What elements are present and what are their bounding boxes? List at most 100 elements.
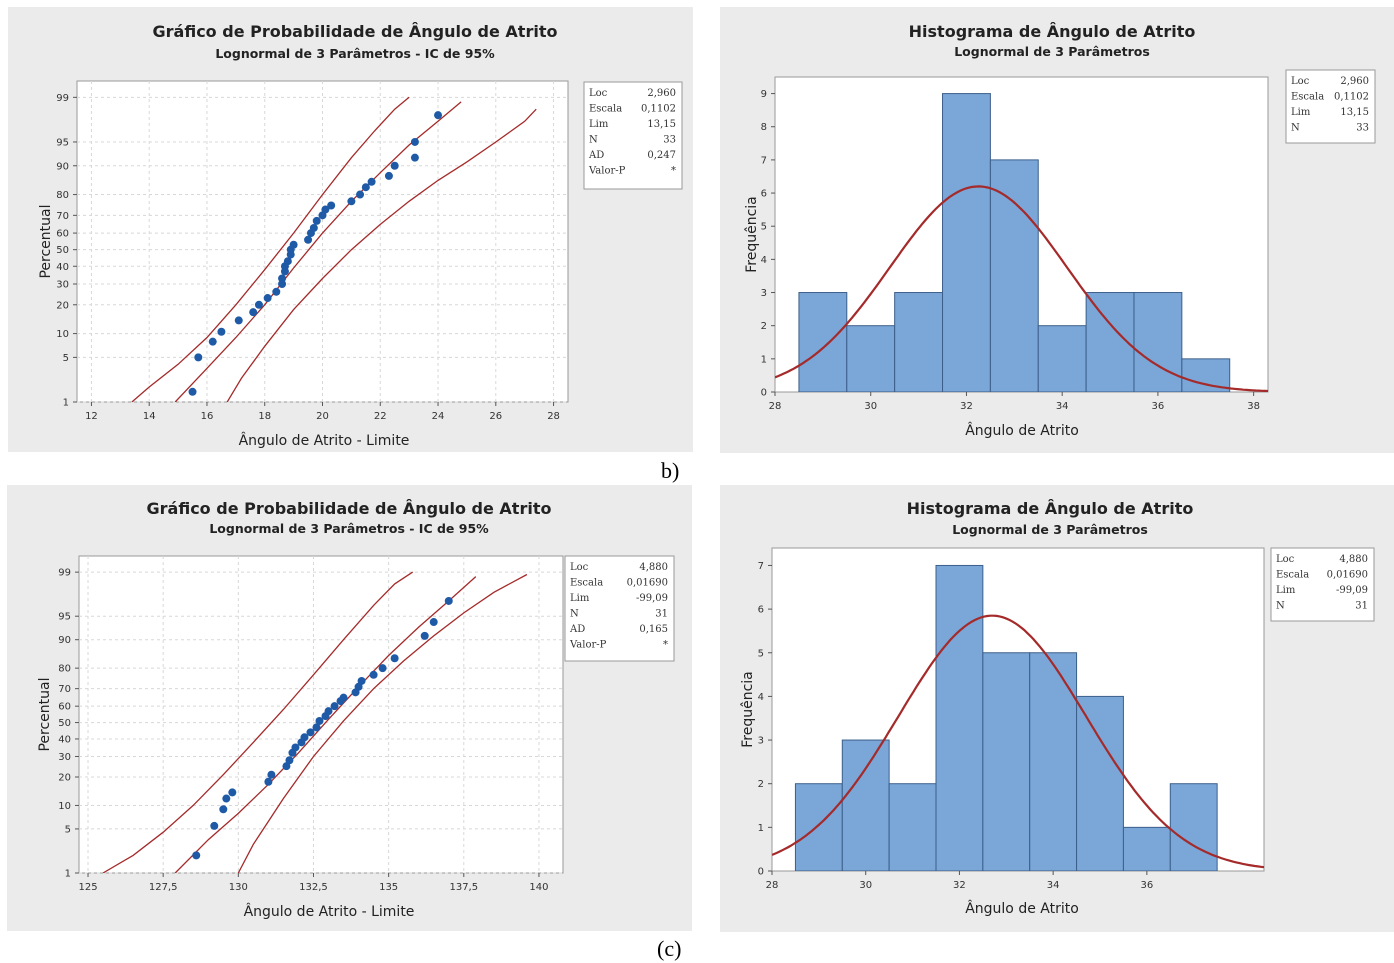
chart-c-prob: Gráfico de Probabilidade de Ângulo de At… — [37, 499, 675, 920]
x-tick-label: 12 — [85, 411, 98, 422]
y-tick-label: 5 — [63, 353, 69, 364]
data-point — [324, 707, 333, 716]
data-point — [390, 654, 399, 663]
y-axis-label: Percentual — [38, 204, 54, 278]
legend-value: 0,01690 — [1327, 570, 1368, 581]
y-tick-label: 2 — [761, 321, 767, 332]
x-tick-label: 137,5 — [449, 882, 478, 893]
chart-b-hist: Histograma de Ângulo de Atrito Lognormal … — [744, 22, 1376, 439]
chart-subtitle: Lognormal de 3 Parâmetros — [952, 522, 1148, 537]
x-tick-label: 132,5 — [299, 882, 328, 893]
fit-line — [174, 576, 477, 873]
histogram-bar — [846, 325, 896, 392]
histogram-bar — [888, 783, 937, 871]
x-axis-label: Ângulo de Atrito — [965, 421, 1079, 439]
data-point — [217, 327, 226, 336]
y-tick-label: 6 — [758, 605, 764, 616]
y-tick-label: 90 — [56, 161, 69, 172]
data-point — [278, 280, 287, 289]
histogram-bar — [935, 564, 984, 871]
y-tick-label: 10 — [58, 801, 71, 812]
fit-line — [174, 101, 462, 402]
legend-label: Lim — [570, 593, 590, 604]
ci-upper-line — [102, 571, 414, 873]
chart-title: Gráfico de Probabilidade de Ângulo de At… — [153, 22, 558, 41]
x-axis-label: Ângulo de Atrito — [965, 899, 1079, 917]
y-tick-label: 10 — [56, 329, 69, 340]
chart-b-prob: Gráfico de Probabilidade de Ângulo de At… — [38, 22, 683, 449]
data-point — [282, 762, 291, 771]
plot-area — [76, 80, 569, 403]
y-tick-label: 99 — [58, 568, 71, 579]
plot-area — [78, 555, 564, 874]
x-tick-label: 28 — [547, 411, 560, 422]
histogram-bar — [794, 783, 843, 871]
x-tick-label: 125 — [78, 882, 97, 893]
x-tick-label: 36 — [1140, 880, 1153, 891]
data-point — [434, 111, 443, 120]
chart-subtitle: Lognormal de 3 Parâmetros — [954, 44, 1150, 59]
y-tick-label: 99 — [56, 93, 69, 104]
y-tick-label: 5 — [65, 824, 71, 835]
data-point — [357, 676, 366, 685]
y-tick-label: 60 — [56, 229, 69, 240]
legend-label: AD — [588, 150, 604, 161]
legend-label: Escala — [570, 578, 603, 589]
data-point — [321, 205, 330, 214]
ci-upper-line — [131, 96, 410, 402]
data-point — [304, 235, 313, 244]
y-tick-label: 20 — [56, 300, 69, 311]
y-tick-label: 30 — [58, 752, 71, 763]
legend-box: Loc 2,960 Escala 0,1102 Lim 13,15 N 33 AD 0,247 Va… — [583, 81, 683, 190]
legend-value: * — [663, 640, 668, 651]
y-tick-label: 70 — [56, 211, 69, 222]
legend-label: Escala — [589, 104, 622, 115]
y-tick-label: 5 — [758, 648, 764, 659]
legend-value: 0,247 — [647, 150, 676, 161]
x-tick-label: 24 — [432, 411, 445, 422]
data-point — [194, 353, 203, 362]
data-point — [264, 777, 273, 786]
y-tick-label: 70 — [58, 684, 71, 695]
data-point — [312, 723, 321, 732]
x-tick-label: 38 — [1247, 401, 1260, 412]
y-tick-label: 5 — [761, 222, 767, 233]
legend-value: -99,09 — [636, 593, 668, 604]
legend-label: N — [589, 135, 598, 146]
legend-label: Escala — [1291, 92, 1324, 103]
x-tick-label: 18 — [258, 411, 271, 422]
histogram-bar — [982, 652, 1031, 871]
legend-frame — [583, 81, 683, 190]
legend-label: Loc — [1276, 554, 1295, 565]
legend-label: N — [1291, 123, 1300, 134]
x-tick-label: 16 — [201, 411, 214, 422]
data-point — [384, 171, 393, 180]
legend-label: Lim — [1291, 107, 1311, 118]
legend-label: Valor-P — [588, 166, 626, 177]
data-point — [278, 274, 287, 283]
data-point — [315, 716, 324, 725]
legend-label: N — [1276, 601, 1285, 612]
data-point — [192, 851, 201, 860]
x-tick-label: 127,5 — [149, 882, 178, 893]
x-axis-label: Ângulo de Atrito - Limite — [239, 431, 410, 449]
legend-value: 4,880 — [1339, 554, 1368, 565]
y-tick-label: 8 — [761, 122, 767, 133]
y-tick-label: 40 — [58, 734, 71, 745]
data-point — [306, 728, 315, 737]
ci-lower-line — [226, 108, 537, 402]
data-point — [429, 618, 438, 627]
data-point — [219, 805, 228, 814]
legend-box: Loc 2,960 Escala 0,1102 Lim 13,15 N 33 — [1285, 69, 1376, 144]
data-point — [289, 240, 298, 249]
histogram-bar — [1037, 325, 1087, 392]
plot-marks — [131, 96, 537, 402]
plot-marks — [102, 571, 528, 873]
data-point — [369, 670, 378, 679]
y-tick-label: 0 — [758, 867, 764, 878]
legend-value: 4,880 — [639, 562, 668, 573]
plot-marks — [772, 564, 1264, 871]
x-tick-label: 140 — [529, 882, 548, 893]
x-axis-label: Ângulo de Atrito - Limite — [244, 902, 415, 920]
chart-subtitle: Lognormal de 3 Parâmetros - IC de 95% — [215, 46, 495, 61]
